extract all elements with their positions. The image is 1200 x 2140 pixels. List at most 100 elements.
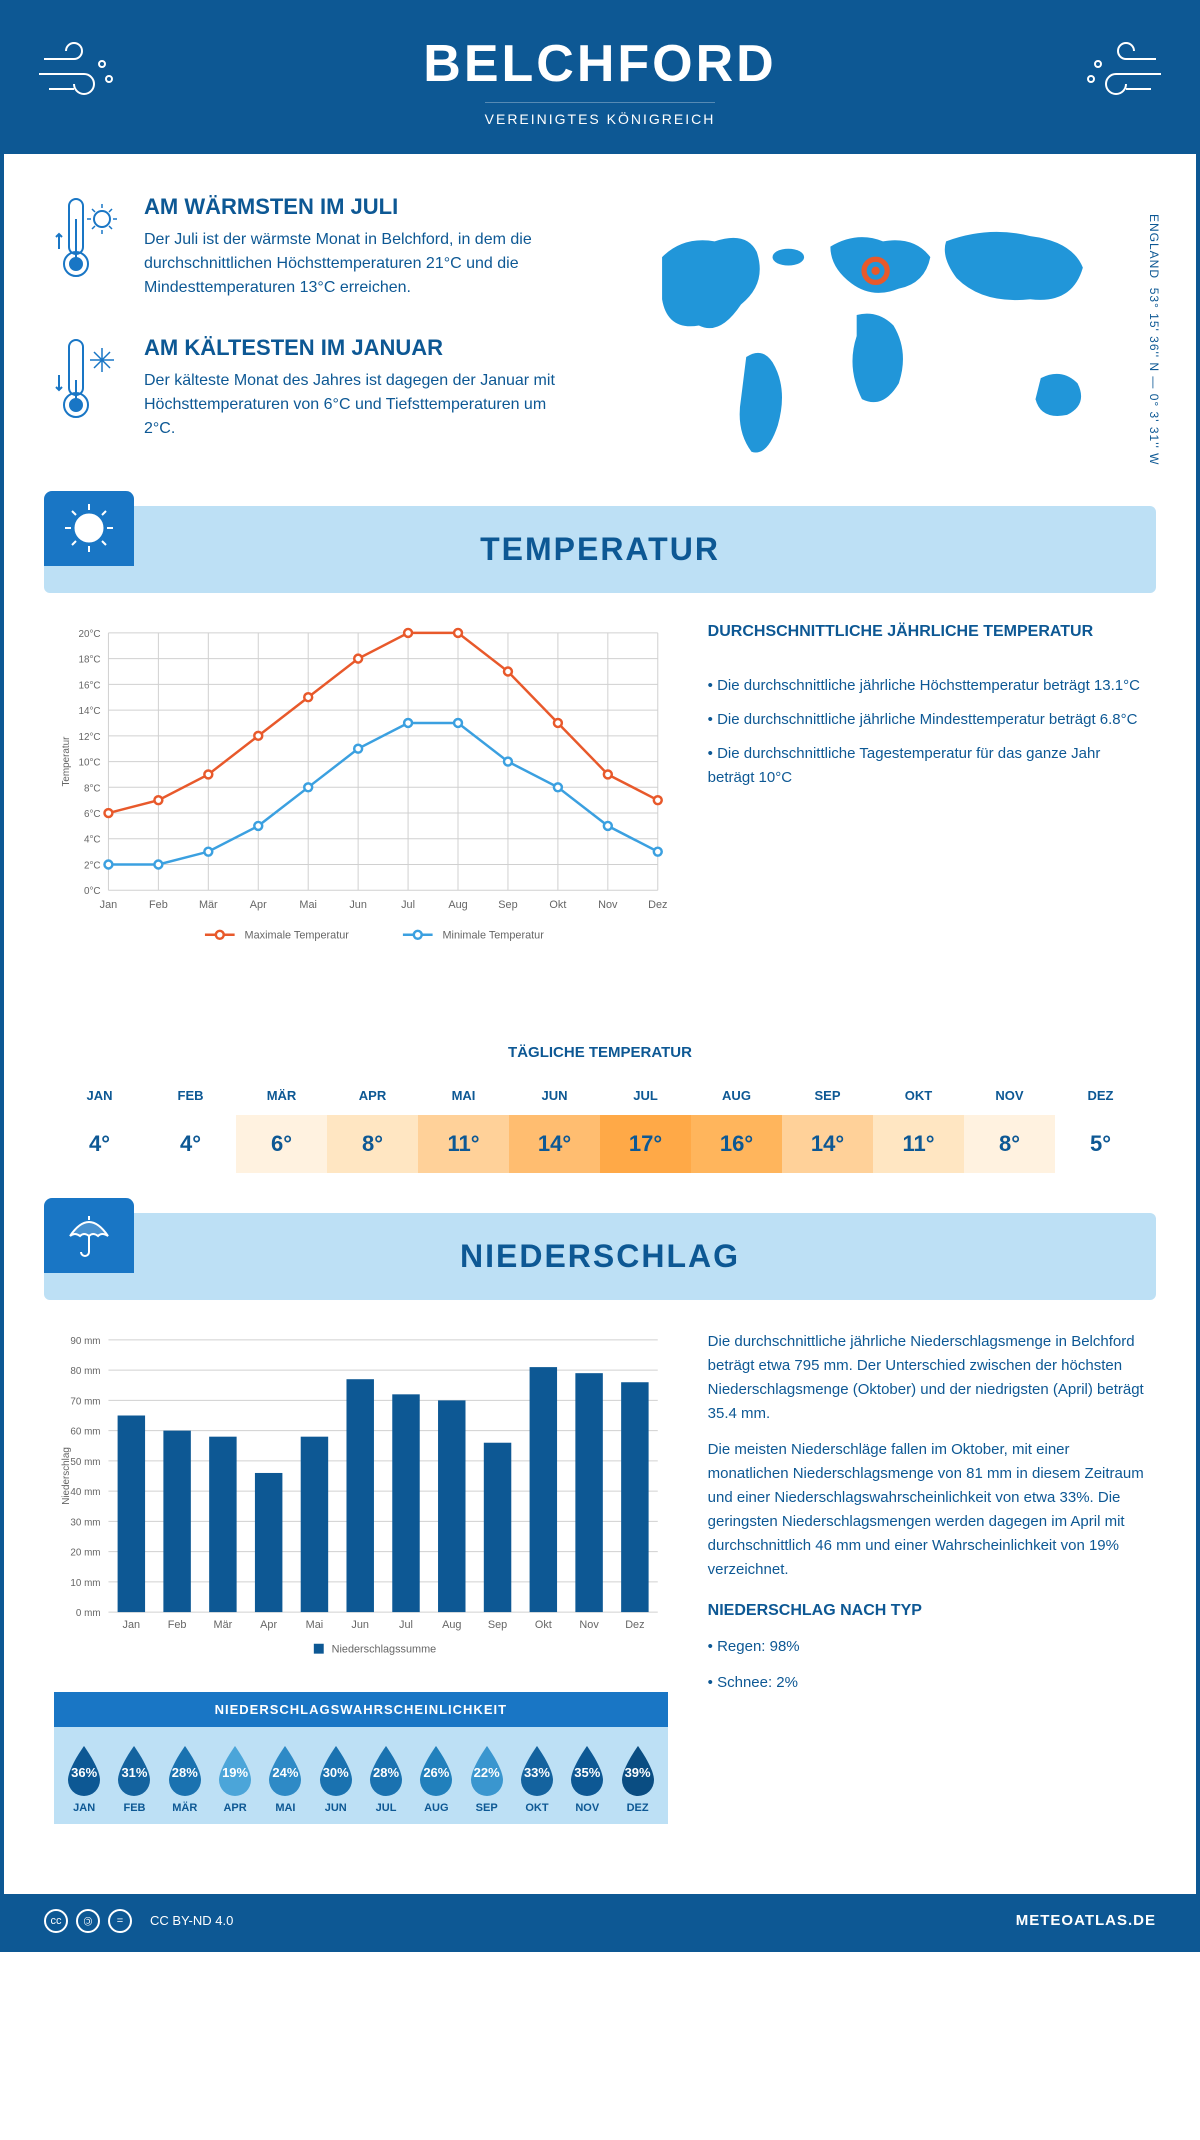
svg-text:Jul: Jul	[401, 899, 415, 911]
svg-text:Niederschlag: Niederschlag	[61, 1447, 72, 1505]
precip-bar-chart: 0 mm10 mm20 mm30 mm40 mm50 mm60 mm70 mm8…	[54, 1330, 668, 1667]
by-icon: 🄯	[76, 1909, 100, 1933]
svg-text:Niederschlagssumme: Niederschlagssumme	[332, 1644, 437, 1656]
precip-paragraph: Die durchschnittliche jährliche Niedersc…	[708, 1330, 1146, 1426]
footer: cc 🄯 = CC BY-ND 4.0 METEOATLAS.DE	[4, 1894, 1196, 1948]
svg-text:Jan: Jan	[100, 899, 118, 911]
svg-text:Sep: Sep	[498, 899, 517, 911]
svg-text:90 mm: 90 mm	[70, 1336, 100, 1347]
svg-text:Okt: Okt	[535, 1619, 552, 1631]
daily-temp-section: TÄGLICHE TEMPERATUR JAN4°FEB4°MÄR6°APR8°…	[4, 1024, 1196, 1213]
intro-section: AM WÄRMSTEN IM JULI Der Juli ist der wär…	[4, 154, 1196, 506]
precip-type: • Schnee: 2%	[708, 1671, 1146, 1695]
svg-text:50 mm: 50 mm	[70, 1457, 100, 1468]
svg-text:Aug: Aug	[448, 899, 467, 911]
temp-cell: FEB4°	[145, 1076, 236, 1173]
svg-text:Jan: Jan	[123, 1619, 141, 1631]
umbrella-icon	[44, 1198, 134, 1273]
header: BELCHFORD VEREINIGTES KÖNIGREICH	[4, 4, 1196, 154]
drop-cell: 19%APR	[210, 1742, 260, 1814]
thermometer-cold-icon	[54, 335, 124, 425]
temp-section-title: TEMPERATUR	[94, 531, 1106, 568]
svg-text:Nov: Nov	[579, 1619, 599, 1631]
svg-text:4°C: 4°C	[84, 835, 101, 846]
drop-cell: 28%MÄR	[160, 1742, 210, 1814]
precip-section-title: NIEDERSCHLAG	[94, 1238, 1106, 1275]
drop-cell: 33%OKT	[512, 1742, 562, 1814]
precip-type: • Regen: 98%	[708, 1635, 1146, 1659]
svg-text:Sep: Sep	[488, 1619, 507, 1631]
temp-cell: JAN4°	[54, 1076, 145, 1173]
svg-text:Jun: Jun	[349, 899, 367, 911]
sun-icon	[44, 491, 134, 566]
precip-header: NIEDERSCHLAG	[44, 1213, 1156, 1300]
svg-text:12°C: 12°C	[78, 732, 100, 743]
precip-probability: NIEDERSCHLAGSWAHRSCHEINLICHKEIT 36%JAN31…	[54, 1692, 668, 1824]
warmest-fact: AM WÄRMSTEN IM JULI Der Juli ist der wär…	[54, 194, 580, 300]
svg-text:Dez: Dez	[625, 1619, 644, 1631]
svg-text:Minimale Temperatur: Minimale Temperatur	[442, 930, 544, 942]
wind-icon	[1076, 34, 1166, 104]
temp-cell: MÄR6°	[236, 1076, 327, 1173]
drop-cell: 36%JAN	[59, 1742, 109, 1814]
temp-cell: JUN14°	[509, 1076, 600, 1173]
temp-cell: JUL17°	[600, 1076, 691, 1173]
coldest-title: AM KÄLTESTEN IM JANUAR	[144, 335, 580, 361]
location-subtitle: VEREINIGTES KÖNIGREICH	[485, 102, 716, 127]
svg-text:18°C: 18°C	[78, 655, 100, 666]
precip-type-title: NIEDERSCHLAG NACH TYP	[708, 1602, 1146, 1620]
warmest-title: AM WÄRMSTEN IM JULI	[144, 194, 580, 220]
drop-cell: 26%AUG	[411, 1742, 461, 1814]
site-name: METEOATLAS.DE	[1016, 1912, 1156, 1929]
svg-text:Dez: Dez	[648, 899, 667, 911]
precip-paragraph: Die meisten Niederschläge fallen im Okto…	[708, 1438, 1146, 1582]
coordinates: ENGLAND 53° 15' 36'' N — 0° 3' 31'' W	[1147, 214, 1161, 465]
svg-text:10°C: 10°C	[78, 758, 100, 769]
temperature-header: TEMPERATUR	[44, 506, 1156, 593]
precip-prob-title: NIEDERSCHLAGSWAHRSCHEINLICHKEIT	[54, 1692, 668, 1727]
svg-text:Feb: Feb	[149, 899, 168, 911]
svg-text:10 mm: 10 mm	[70, 1578, 100, 1589]
temperature-line-chart: 0°C2°C4°C6°C8°C10°C12°C14°C16°C18°C20°CJ…	[54, 623, 668, 989]
license-text: CC BY-ND 4.0	[150, 1913, 233, 1928]
svg-text:Apr: Apr	[250, 899, 267, 911]
svg-text:0 mm: 0 mm	[76, 1608, 101, 1619]
infographic-page: BELCHFORD VEREINIGTES KÖNIGREICH AM WÄRM…	[0, 0, 1200, 1952]
svg-text:Mär: Mär	[199, 899, 218, 911]
temp-text-title: DURCHSCHNITTLICHE JÄHRLICHE TEMPERATUR	[708, 623, 1146, 641]
svg-text:0°C: 0°C	[84, 886, 101, 897]
temp-bullet: • Die durchschnittliche jährliche Mindes…	[708, 708, 1146, 732]
temp-cell: DEZ5°	[1055, 1076, 1146, 1173]
svg-text:20 mm: 20 mm	[70, 1548, 100, 1559]
svg-text:Nov: Nov	[598, 899, 618, 911]
drop-cell: 39%DEZ	[612, 1742, 662, 1814]
precip-content: 0 mm10 mm20 mm30 mm40 mm50 mm60 mm70 mm8…	[4, 1300, 1196, 1854]
svg-text:Aug: Aug	[442, 1619, 461, 1631]
svg-text:Mai: Mai	[299, 899, 317, 911]
drop-cell: 24%MAI	[260, 1742, 310, 1814]
svg-text:2°C: 2°C	[84, 860, 101, 871]
drop-cell: 31%FEB	[109, 1742, 159, 1814]
coldest-text: Der kälteste Monat des Jahres ist dagege…	[144, 369, 580, 441]
svg-text:80 mm: 80 mm	[70, 1366, 100, 1377]
temp-content: 0°C2°C4°C6°C8°C10°C12°C14°C16°C18°C20°CJ…	[4, 593, 1196, 1024]
temp-bullet: • Die durchschnittliche Tagestemperatur …	[708, 742, 1146, 790]
temp-cell: SEP14°	[782, 1076, 873, 1173]
svg-text:Mär: Mär	[214, 1619, 233, 1631]
svg-text:14°C: 14°C	[78, 706, 100, 717]
warmest-text: Der Juli ist der wärmste Monat in Belchf…	[144, 228, 580, 300]
drop-cell: 28%JUL	[361, 1742, 411, 1814]
cc-icon: cc	[44, 1909, 68, 1933]
drop-cell: 35%NOV	[562, 1742, 612, 1814]
svg-text:16°C: 16°C	[78, 680, 100, 691]
svg-text:Temperatur: Temperatur	[61, 736, 72, 787]
svg-text:Apr: Apr	[260, 1619, 277, 1631]
temp-cell: APR8°	[327, 1076, 418, 1173]
svg-text:Feb: Feb	[168, 1619, 187, 1631]
temp-cell: OKT11°	[873, 1076, 964, 1173]
location-title: BELCHFORD	[24, 34, 1176, 94]
svg-text:8°C: 8°C	[84, 783, 101, 794]
svg-text:6°C: 6°C	[84, 809, 101, 820]
daily-temp-title: TÄGLICHE TEMPERATUR	[54, 1044, 1146, 1061]
temp-cell: NOV8°	[964, 1076, 1055, 1173]
